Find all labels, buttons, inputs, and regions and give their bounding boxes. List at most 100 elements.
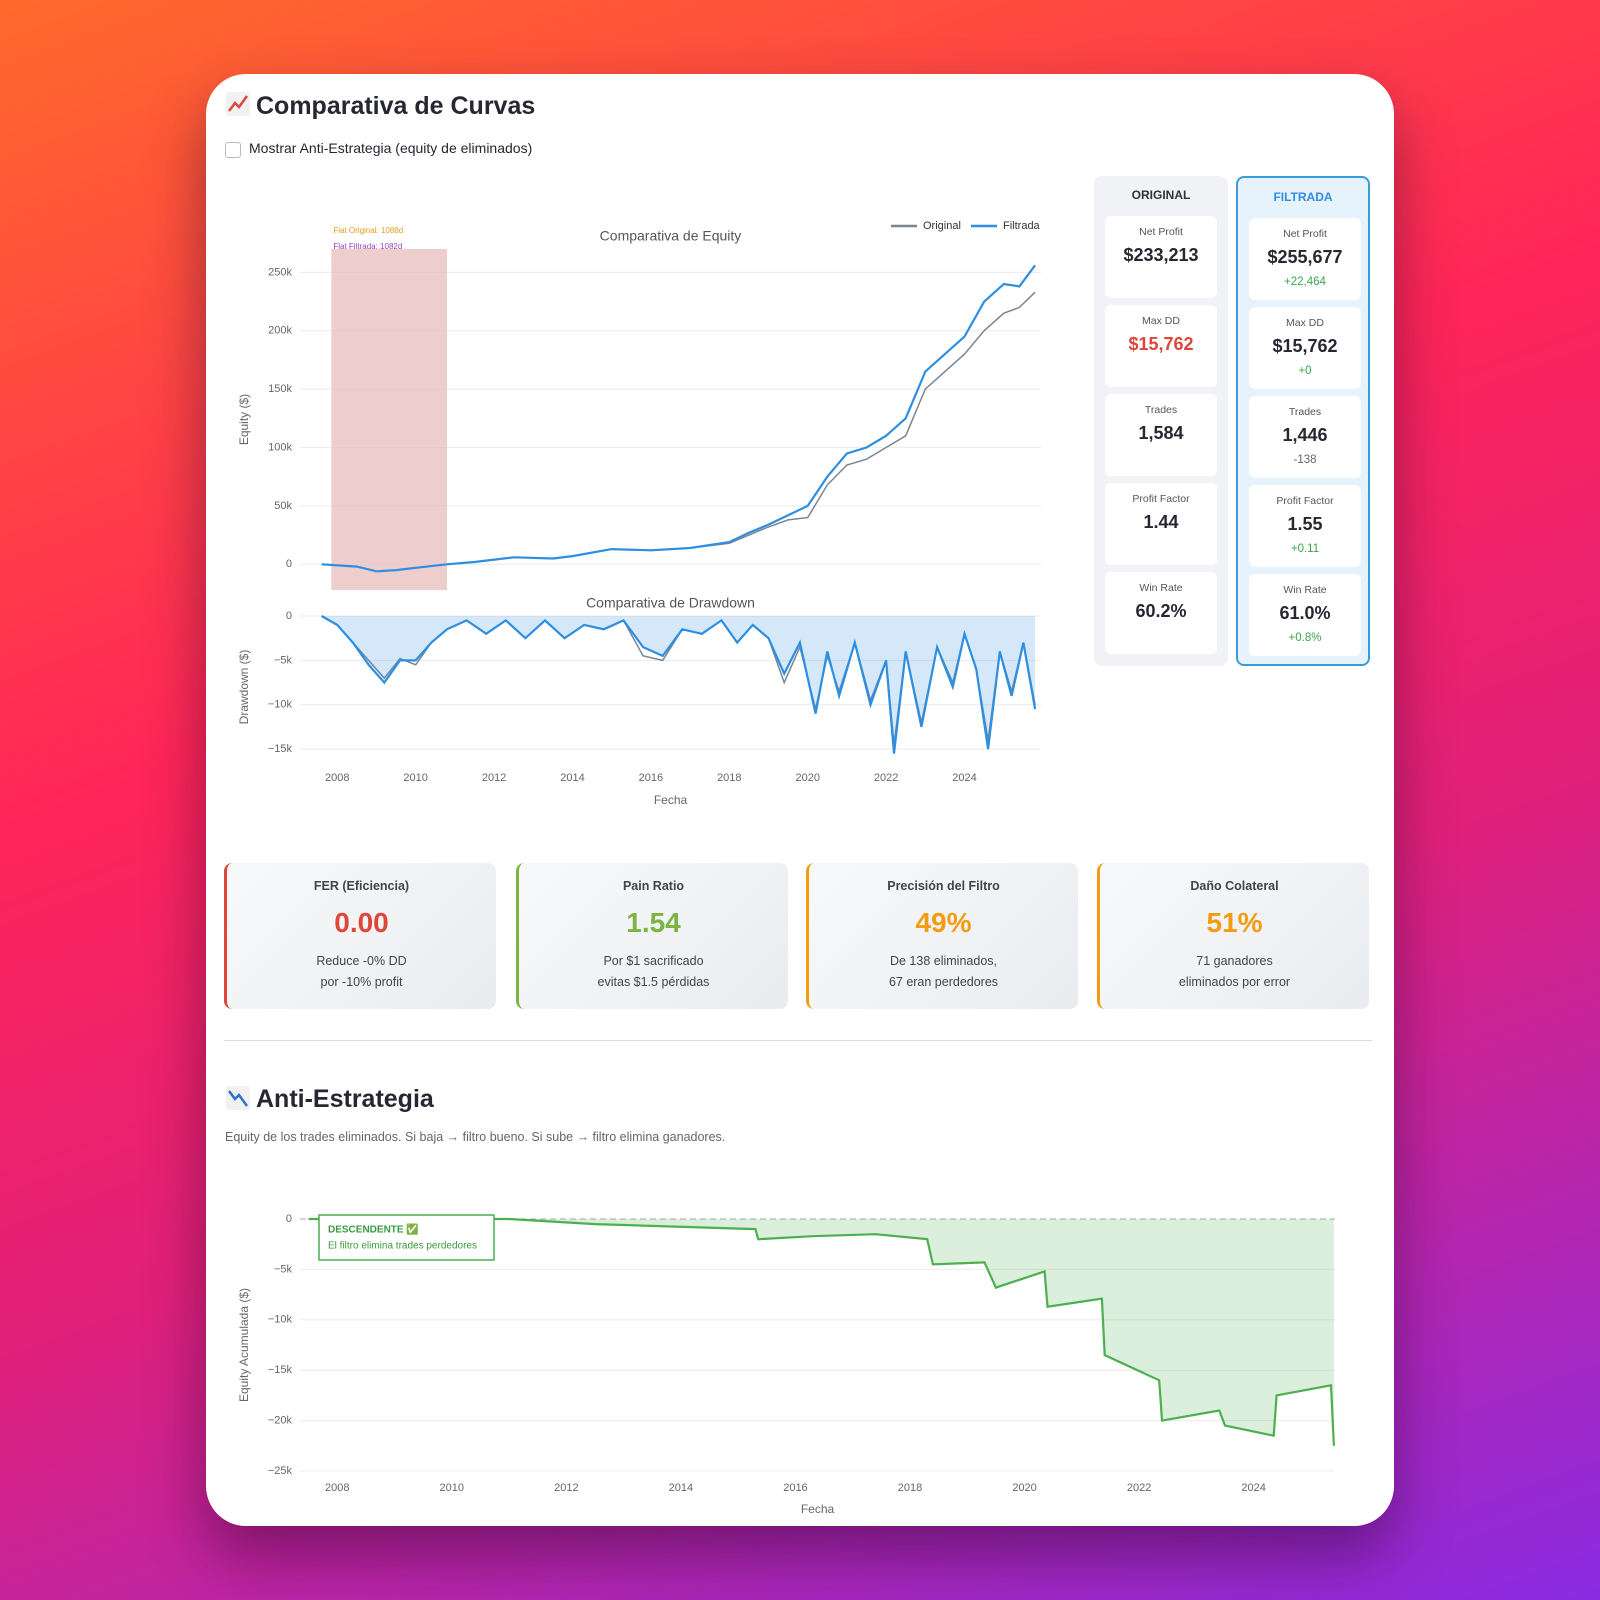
kpi-text: 67 eran perdedores <box>888 975 999 989</box>
chart-icon <box>226 92 250 116</box>
metric-value: 1,446 <box>1282 425 1328 445</box>
y-tick-label: 150k <box>268 383 292 395</box>
metric-panel: ORIGINAL Net Profit $233,213 Max DD $15,762 T… <box>1094 176 1228 666</box>
x-tick-label: 2012 <box>482 772 506 784</box>
x-tick-label: 2016 <box>639 772 663 784</box>
metric-label: Trades <box>1288 406 1322 418</box>
kpi-title: Pain Ratio <box>622 879 685 893</box>
panel-title: FILTRADA <box>1273 190 1333 204</box>
metric-label: Max DD <box>1142 315 1180 327</box>
kpi-text: Por $1 sacrificado <box>603 954 704 968</box>
kpi-text: Reduce -0% DD <box>316 954 407 968</box>
metric-label: Win Rate <box>1139 582 1183 594</box>
metric-panel: FILTRADA Net Profit $255,677 +22,464 Max DD $… <box>1236 176 1370 666</box>
annotation: Flat Filtrada: 1082d <box>333 242 402 251</box>
y-tick-label: −15k <box>268 743 293 755</box>
y-tick-label: 250k <box>268 266 292 278</box>
metric-card: Net Profit $255,677 +22,464 <box>1249 218 1361 300</box>
area <box>308 1219 1334 1446</box>
x-tick-label: 2024 <box>1241 1482 1265 1494</box>
metric-delta: +0.8% <box>1288 632 1322 644</box>
y-tick-label: 50k <box>274 500 292 512</box>
metric-delta: +0 <box>1298 365 1312 377</box>
y-tick-label: 200k <box>268 325 292 337</box>
metric-value: $255,677 <box>1267 247 1343 267</box>
metric-card: Max DD $15,762 <box>1105 305 1217 387</box>
kpi-title: Daño Colateral <box>1190 879 1279 893</box>
kpi-value: 51% <box>1206 907 1263 938</box>
metric-label: Max DD <box>1286 317 1324 329</box>
y-tick-label: 0 <box>286 610 292 622</box>
section-icon <box>226 1086 250 1110</box>
kpi-text: por -10% profit <box>320 975 403 989</box>
y-axis-label: Equity Acumulada ($) <box>237 1288 251 1402</box>
x-tick-label: 2022 <box>874 772 898 784</box>
kpi-card: FER (Eficiencia) 0.00 Reduce -0% DD por -10… <box>224 863 496 1009</box>
line <box>321 264 1036 573</box>
kpi-value: 0.00 <box>334 907 389 938</box>
panel-title: ORIGINAL <box>1131 188 1191 202</box>
metric-card: Profit Factor 1.44 <box>1105 483 1217 565</box>
x-tick-label: 2010 <box>440 1482 464 1494</box>
kpi-value: 49% <box>915 907 972 938</box>
x-tick-label: 2018 <box>717 772 741 784</box>
chart-title: Comparativa de Drawdown <box>586 595 755 611</box>
y-tick-label: 0 <box>286 558 292 570</box>
metric-label: Net Profit <box>1283 228 1327 240</box>
metric-delta: -138 <box>1293 454 1317 466</box>
legend-label: Original <box>923 220 961 232</box>
metric-delta: +0.11 <box>1290 543 1320 555</box>
y-axis-label: Equity ($) <box>237 394 251 445</box>
kpi-title: FER (Eficiencia) <box>313 879 410 893</box>
metric-card: Trades 1,584 <box>1105 394 1217 476</box>
x-tick-label: 2008 <box>325 772 349 784</box>
y-tick-label: −15k <box>268 1364 293 1376</box>
y-tick-label: −5k <box>274 1263 293 1275</box>
metric-value: 1.44 <box>1143 512 1179 532</box>
divider <box>224 1040 1372 1041</box>
metric-value: 60.2% <box>1135 601 1187 621</box>
annotation-title: DESCENDENTE ✅ <box>328 1223 419 1236</box>
page-title: Comparativa de Curvas <box>256 92 536 120</box>
kpi-card: Precisión del Filtro 49% De 138 eliminados… <box>806 863 1078 1009</box>
metric-label: Trades <box>1144 404 1178 416</box>
metric-label: Net Profit <box>1139 226 1183 238</box>
kpi-card: Pain Ratio 1.54 Por $1 sacrificado evitas $… <box>516 863 788 1009</box>
y-tick-label: −25k <box>268 1465 293 1477</box>
kpi-text: De 138 eliminados, <box>889 954 997 968</box>
x-tick-label: 2010 <box>403 772 427 784</box>
checkbox[interactable] <box>225 142 241 158</box>
x-tick-label: 2018 <box>898 1482 922 1494</box>
metric-card: Trades 1,446 -138 <box>1249 396 1361 478</box>
checkbox-label[interactable]: Mostrar Anti-Estrategia (equity de elimi… <box>249 140 533 156</box>
y-tick-label: 100k <box>268 441 292 453</box>
x-tick-label: 2016 <box>783 1482 807 1494</box>
metric-value: 1.55 <box>1287 514 1323 534</box>
metric-label: Profit Factor <box>1276 495 1334 507</box>
y-axis-label: Drawdown ($) <box>237 650 251 725</box>
x-tick-label: 2020 <box>1012 1482 1036 1494</box>
metric-card: Max DD $15,762 +0 <box>1249 307 1361 389</box>
metric-card: Win Rate 61.0% +0.8% <box>1249 574 1361 656</box>
annotation-text: El filtro elimina trades perdedores <box>328 1241 477 1252</box>
kpi-text: evitas $1.5 pérdidas <box>597 975 710 989</box>
y-tick-label: −10k <box>268 699 293 711</box>
x-tick-label: 2008 <box>325 1482 349 1494</box>
metric-delta: +22,464 <box>1284 276 1326 288</box>
y-tick-label: −5k <box>274 654 293 666</box>
x-tick-label: 2020 <box>795 772 819 784</box>
kpi-text: eliminados por error <box>1178 975 1291 989</box>
x-axis-label: Fecha <box>801 1502 835 1516</box>
kpi-text: 71 ganadores <box>1196 954 1273 968</box>
chart-title: Comparativa de Equity <box>600 228 742 244</box>
line <box>308 1217 1335 1446</box>
metric-card: Win Rate 60.2% <box>1105 572 1217 654</box>
section-text: Equity de los trades eliminados. Si baja… <box>225 1130 726 1144</box>
section-title: Anti-Estrategia <box>256 1085 434 1113</box>
metric-card: Profit Factor 1.55 +0.11 <box>1249 485 1361 567</box>
metric-label: Profit Factor <box>1132 493 1190 505</box>
kpi-title: Precisión del Filtro <box>887 879 1000 893</box>
metric-value: $15,762 <box>1128 334 1194 354</box>
